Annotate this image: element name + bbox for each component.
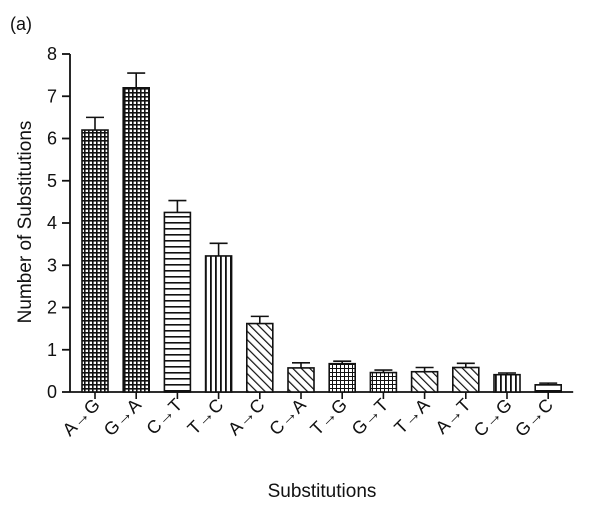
bar-group	[451, 362, 480, 393]
y-tick-label: 8	[47, 44, 57, 64]
bar	[287, 367, 315, 393]
x-tick-label: A→C	[224, 395, 269, 440]
bar	[328, 362, 357, 393]
x-tick-label: T→C	[184, 395, 228, 439]
x-tick-label: C→G	[470, 395, 516, 441]
bar	[369, 371, 398, 393]
x-tick-label: T→G	[306, 395, 351, 440]
bar-group	[246, 315, 274, 393]
bar-group	[204, 242, 233, 393]
bar-group	[369, 369, 398, 393]
y-axis-title: Number of Substitutions	[15, 121, 36, 324]
bar-group	[410, 366, 439, 393]
x-tick-label: G→C	[511, 395, 557, 441]
bar	[451, 366, 480, 393]
x-tick-label: C→T	[142, 395, 186, 439]
bar	[410, 370, 439, 393]
bar	[493, 373, 521, 393]
y-tick-label: 6	[47, 129, 57, 149]
y-axis: 0 1 2 3 4 5 6 7 8	[47, 44, 71, 402]
y-tick-label: 3	[47, 255, 57, 275]
bar	[81, 129, 109, 393]
x-tick-label: G→T	[348, 395, 393, 440]
x-tick-label: A→T	[431, 395, 474, 438]
bar-group	[81, 116, 109, 393]
x-axis-title: Substitutions	[268, 481, 377, 502]
bar-group	[163, 199, 192, 393]
y-tick-label: 1	[47, 340, 57, 360]
y-tick-label: 0	[47, 382, 57, 402]
y-tick-label: 7	[47, 86, 57, 106]
y-tick-label: 4	[47, 213, 57, 233]
x-tick-label: C→A	[265, 395, 310, 440]
bar-group	[534, 382, 563, 393]
y-tick-label: 2	[47, 298, 57, 318]
x-tick-label: T→A	[390, 395, 433, 438]
bar-group	[493, 372, 521, 393]
bar-group	[328, 360, 357, 393]
bar	[122, 87, 150, 393]
bar	[534, 384, 563, 393]
bar-group	[287, 362, 315, 393]
x-axis: A→GG→AC→TT→CA→CC→AT→GG→TT→AA→TC→GG→C	[59, 391, 574, 441]
x-tick-label: A→G	[59, 395, 104, 440]
bar	[246, 322, 274, 393]
bar	[163, 211, 192, 393]
x-tick-label: G→A	[100, 395, 145, 440]
panel-label: (a)	[10, 14, 32, 34]
bar-group	[122, 72, 150, 393]
bars	[81, 72, 563, 393]
y-tick-label: 5	[47, 171, 57, 191]
bar	[204, 255, 233, 393]
